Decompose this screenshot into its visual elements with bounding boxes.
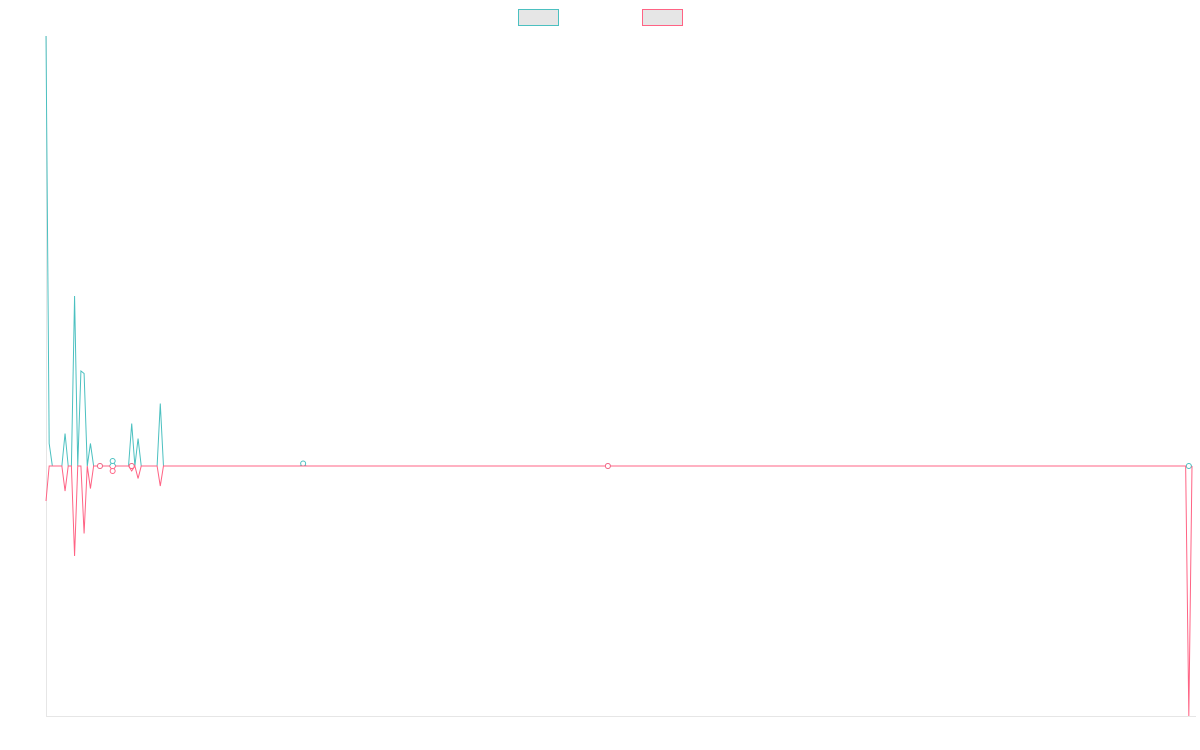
series-2-point-4[interactable]: [604, 463, 611, 469]
series-2-point-1[interactable]: [96, 463, 103, 469]
series-1-point-4[interactable]: [300, 460, 307, 467]
series-1-point-2[interactable]: [109, 458, 116, 464]
axes: [46, 36, 1196, 717]
series-layer: [45, 35, 1193, 717]
series-2-point-3[interactable]: [128, 463, 135, 469]
series-2-point-2[interactable]: [109, 468, 116, 474]
series-line-1: [45, 35, 1192, 467]
series-1-point-6[interactable]: [1185, 463, 1192, 469]
legend[interactable]: [518, 9, 683, 26]
legend-swatch-series-1[interactable]: [518, 9, 559, 26]
series-line-2: [45, 464, 1193, 717]
legend-swatch-series-2[interactable]: [642, 9, 683, 26]
